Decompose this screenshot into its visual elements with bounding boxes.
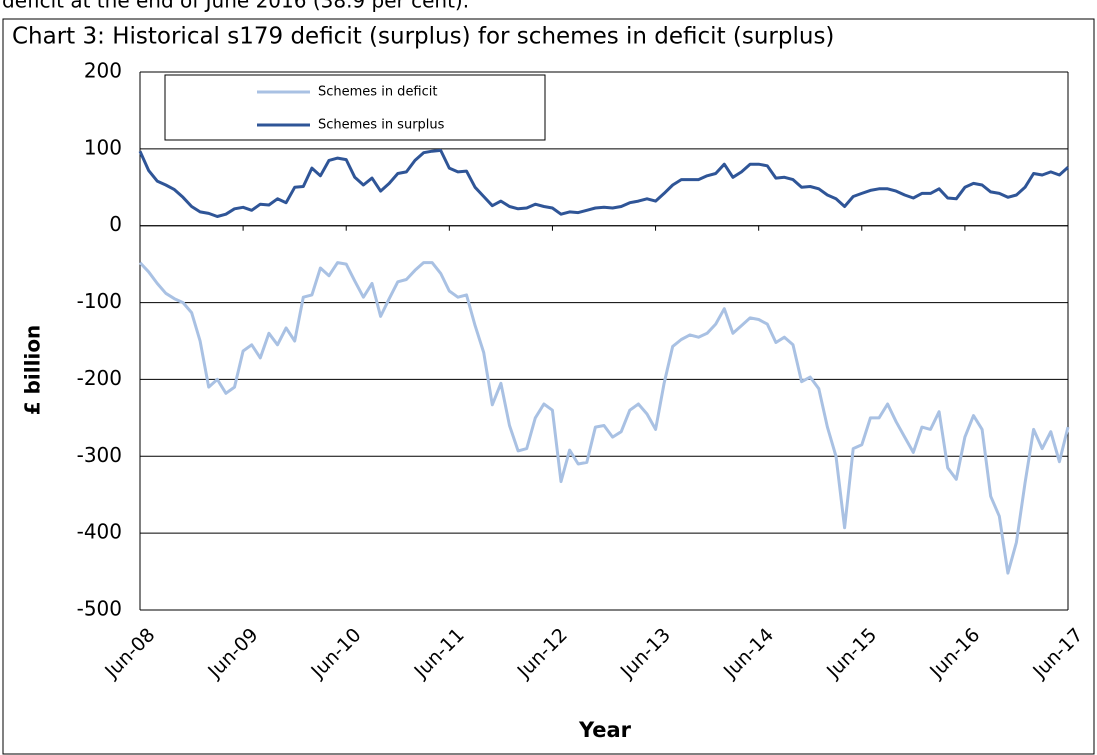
y-axis-label: £ billion bbox=[21, 325, 45, 416]
legend-label: Schemes in deficit bbox=[318, 85, 437, 100]
chart-title: Chart 3: Historical s179 deficit (surplu… bbox=[12, 24, 834, 50]
series-line bbox=[138, 148, 1070, 218]
y-tick-label: 100 bbox=[84, 135, 122, 159]
header-text: deficit at the end of June 2016 (38.9 pe… bbox=[2, 0, 469, 13]
y-tick-label: -200 bbox=[77, 366, 122, 390]
legend-label: Schemes in surplus bbox=[318, 118, 445, 133]
y-tick-label: -100 bbox=[77, 289, 122, 313]
y-tick-label: -500 bbox=[77, 597, 122, 621]
series-line bbox=[138, 261, 1070, 575]
y-tick-label: -400 bbox=[77, 520, 122, 544]
chart-frame bbox=[2, 18, 1095, 755]
y-tick-label: -300 bbox=[77, 443, 122, 467]
y-tick-label: 200 bbox=[84, 59, 122, 83]
x-axis-label: Year bbox=[578, 718, 632, 742]
y-tick-label: 0 bbox=[109, 212, 122, 236]
legend-box bbox=[164, 74, 546, 141]
